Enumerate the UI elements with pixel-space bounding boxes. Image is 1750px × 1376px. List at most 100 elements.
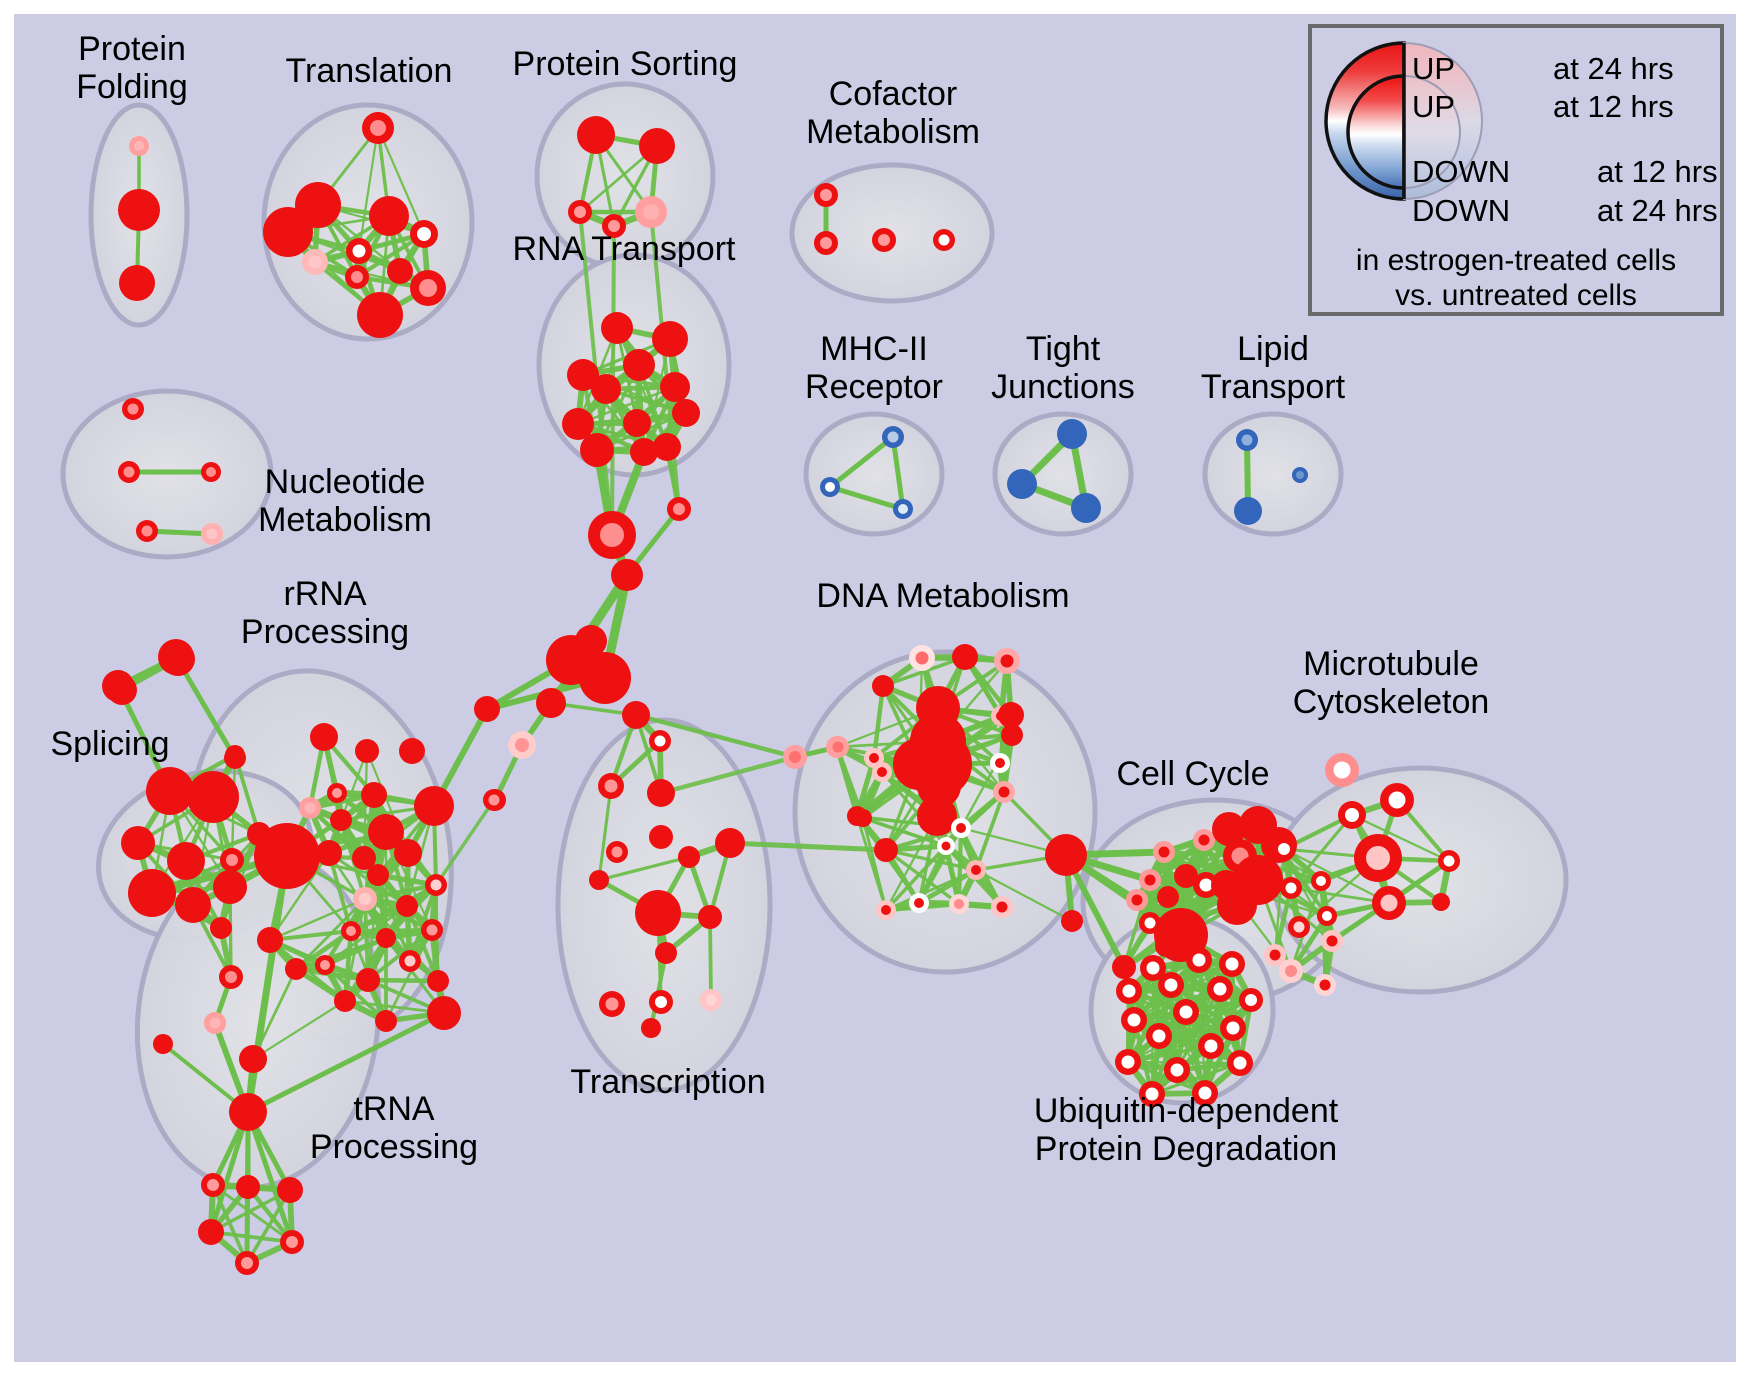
node-core-12hr — [1121, 1055, 1135, 1069]
network-node — [341, 921, 361, 941]
network-node — [1164, 1057, 1190, 1083]
network-node — [1325, 753, 1359, 787]
node-core-12hr — [377, 823, 395, 841]
node-core-12hr — [167, 648, 185, 666]
cluster-label-lipid-transport: Lipid Transport — [1201, 330, 1346, 406]
network-node — [1198, 1033, 1224, 1059]
network-node — [814, 183, 838, 207]
network-node — [949, 894, 969, 914]
node-core-12hr — [332, 788, 342, 798]
network-node — [198, 1219, 224, 1245]
network-node — [1112, 955, 1136, 979]
node-core-12hr — [405, 744, 419, 758]
node-core-12hr — [1326, 935, 1338, 947]
node-core-12hr — [971, 865, 981, 875]
node-core-12hr — [206, 528, 218, 540]
cluster-label-line: RNA Transport — [513, 230, 737, 268]
network-edge — [405, 706, 490, 856]
cluster-label-line: tRNA — [353, 1090, 435, 1128]
node-core-12hr — [655, 996, 667, 1008]
network-node — [655, 942, 677, 964]
cluster-label-line: rRNA — [283, 575, 366, 613]
network-edge — [974, 790, 1006, 872]
cluster-label-line: Lipid — [1237, 330, 1309, 368]
node-core-12hr — [127, 403, 139, 415]
node-core-12hr — [1388, 791, 1406, 809]
node-core-12hr — [1443, 855, 1455, 867]
network-node — [660, 372, 690, 402]
node-core-12hr — [359, 893, 371, 905]
network-edge — [956, 825, 964, 907]
node-core-12hr — [1366, 846, 1390, 870]
node-core-12hr — [858, 813, 868, 823]
node-core-12hr — [954, 899, 964, 909]
network-node — [122, 398, 144, 420]
network-node — [201, 1173, 225, 1197]
network-node — [128, 869, 176, 917]
network-node — [630, 438, 658, 466]
node-core-12hr — [140, 881, 164, 905]
node-core-12hr — [352, 244, 366, 258]
network-edge — [1150, 1061, 1242, 1096]
node-core-12hr — [660, 440, 674, 454]
network-node — [580, 433, 614, 467]
network-node — [993, 781, 1015, 803]
cluster-label-line: Transcription — [570, 1063, 765, 1101]
cluster-label-line: Folding — [76, 68, 188, 106]
network-node — [1354, 834, 1402, 882]
node-core-12hr — [941, 841, 951, 851]
network-node — [1292, 467, 1308, 483]
network-node — [375, 1010, 397, 1032]
network-node — [201, 523, 223, 545]
node-core-12hr — [1000, 654, 1014, 668]
network-node — [302, 249, 328, 275]
network-node — [933, 229, 955, 251]
node-core-12hr — [215, 922, 227, 934]
node-core-12hr — [209, 1017, 221, 1029]
network-node — [647, 779, 675, 807]
network-hub-node — [783, 745, 807, 769]
node-core-12hr — [184, 896, 202, 914]
network-node — [201, 462, 221, 482]
cluster-labels-layer: Protein Folding Translation Protein Sorting… — [50, 30, 1489, 1168]
network-node — [187, 771, 239, 823]
network-node — [1192, 1080, 1218, 1106]
cluster-label-line: Microtubule — [1303, 645, 1479, 683]
cluster-label-line: Metabolism — [806, 113, 980, 151]
network-node — [1007, 469, 1037, 499]
node-core-12hr — [1131, 894, 1143, 906]
node-core-12hr — [660, 947, 672, 959]
network-node — [369, 196, 409, 236]
node-core-12hr — [1296, 471, 1304, 479]
legend-time-0: at 24 hrs — [1553, 51, 1674, 86]
network-edge — [293, 928, 354, 972]
node-core-12hr — [158, 1039, 168, 1049]
cluster-label-ubiquitin-protein-degradation: Ubiquitin-dependent Protein Degradation — [1034, 1092, 1339, 1168]
node-core-12hr — [320, 960, 330, 970]
node-core-12hr — [283, 1183, 297, 1197]
cluster-label-nucleotide-metabolism: Nucleotide Metabolism — [258, 463, 432, 539]
network-node — [421, 919, 443, 941]
network-node — [649, 825, 673, 849]
network-node — [598, 773, 624, 799]
network-node — [536, 688, 566, 718]
node-core-12hr — [246, 1052, 260, 1066]
network-node — [1173, 999, 1199, 1025]
node-core-12hr — [820, 237, 832, 249]
node-core-12hr — [123, 466, 135, 478]
network-node — [649, 730, 671, 752]
node-core-12hr — [598, 381, 614, 397]
network-edge — [211, 1183, 249, 1265]
node-core-12hr — [430, 879, 442, 891]
node-core-12hr — [426, 924, 438, 936]
network-node — [991, 896, 1013, 918]
network-node — [425, 874, 447, 896]
legend-dir-0: UP — [1412, 51, 1455, 86]
network-node — [1212, 812, 1246, 846]
network-edge — [434, 798, 496, 887]
node-core-12hr — [367, 788, 381, 802]
node-core-12hr — [515, 738, 529, 752]
node-core-12hr — [346, 926, 356, 936]
legend-dir-3: DOWN — [1412, 193, 1510, 228]
